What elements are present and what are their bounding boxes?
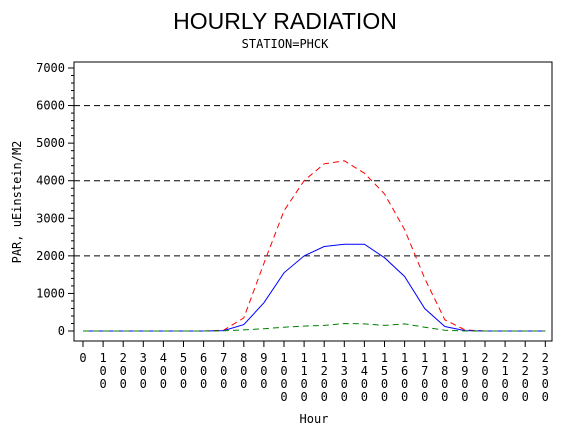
- y-tick-label: 3000: [36, 211, 65, 225]
- y-tick-label: 1000: [36, 286, 65, 300]
- y-tick-label: 6000: [36, 99, 65, 113]
- series-line-1: [83, 160, 546, 332]
- series-layer: [83, 160, 546, 332]
- plot-area: [73, 61, 553, 342]
- y-tick-label: 7000: [36, 61, 65, 75]
- x-tick-label: 0: [79, 351, 86, 365]
- y-axis: 0 1000 2000 3000 4000 5000 6000 7000: [36, 61, 74, 338]
- y-tick-label: 2000: [36, 249, 65, 263]
- chart-subtitle: STATION=PHCK: [242, 37, 329, 51]
- plot-frame: [73, 61, 553, 342]
- y-tick-label: 5000: [36, 136, 65, 150]
- y-tick-label: 0: [58, 324, 65, 338]
- chart-title: HOURLY RADIATION: [173, 8, 397, 34]
- x-axis-label: Hour: [300, 412, 329, 426]
- series-line-3: [83, 322, 546, 332]
- series-line-2: [83, 243, 546, 332]
- x-axis: 0 1 0 0 2 0 0 3 0 0 4 0 0 5 0 0 6 0 0 7 0 0 8 0 0 9 0 0 1 0 0 0 1 1 0 0 1 2 0 0…: [79, 341, 549, 404]
- y-tick-label: 4000: [36, 174, 65, 188]
- y-axis-label: PAR, uEinstein/M2: [10, 141, 24, 264]
